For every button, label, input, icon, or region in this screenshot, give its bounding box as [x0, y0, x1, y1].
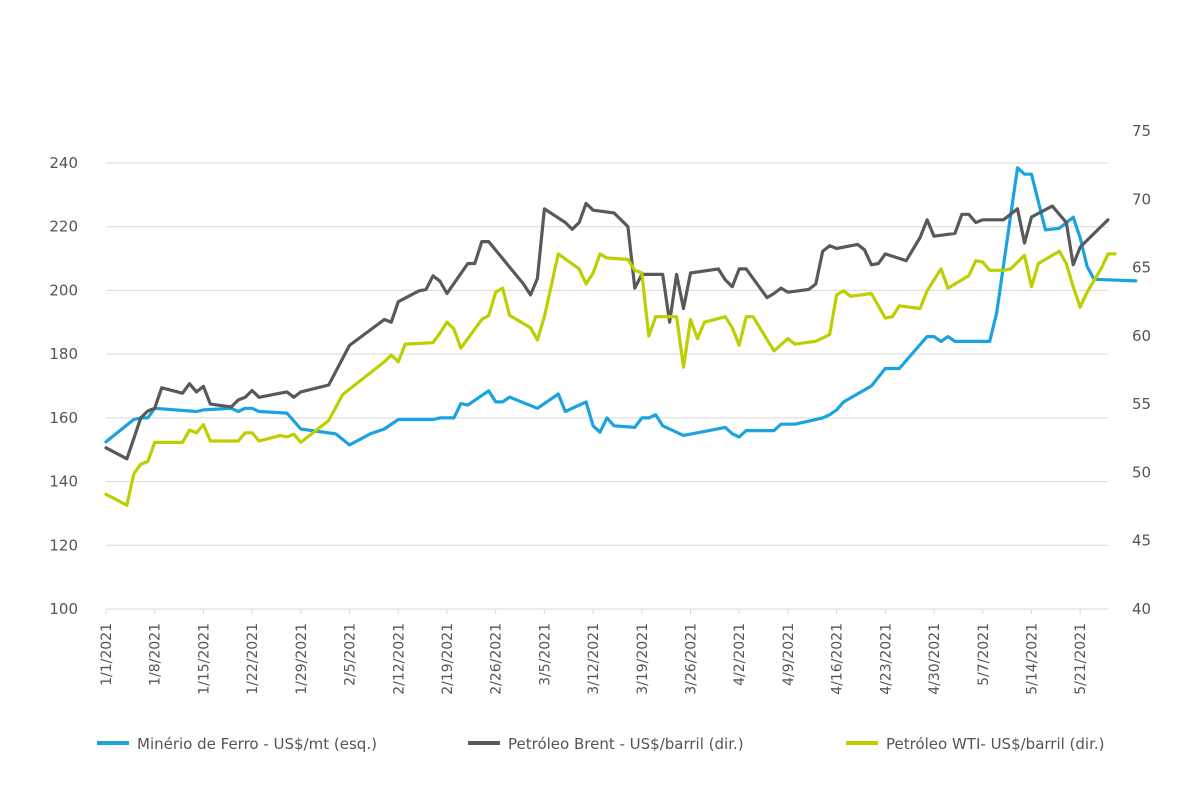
x-tick-label: 3/26/2021 — [684, 623, 700, 695]
y-right-tick-label: 55 — [1132, 395, 1151, 413]
series-line-3 — [104, 249, 1117, 507]
x-tick-label: 4/9/2021 — [781, 623, 797, 686]
y-left-tick-label: 100 — [49, 600, 78, 618]
x-tick-label: 1/22/2021 — [245, 623, 261, 695]
y-right-tick-label: 75 — [1132, 122, 1151, 140]
legend-label: Minério de Ferro - US$/mt (esq.) — [137, 735, 377, 753]
x-tick-label: 4/30/2021 — [927, 623, 943, 695]
y-left-tick-label: 200 — [49, 281, 78, 299]
y-left-tick-label: 140 — [49, 473, 78, 491]
x-tick-label: 5/21/2021 — [1073, 623, 1089, 695]
y-right-tick-label: 70 — [1132, 190, 1151, 208]
x-tick-label: 4/2/2021 — [732, 623, 748, 686]
x-tick-label: 4/23/2021 — [878, 623, 894, 695]
x-tick-label: 3/5/2021 — [537, 623, 553, 686]
x-tick-label: 1/15/2021 — [196, 623, 212, 695]
x-tick-label: 4/16/2021 — [830, 623, 846, 695]
y-right-tick-label: 50 — [1132, 463, 1151, 481]
y-right-tick-label: 60 — [1132, 327, 1151, 345]
series-line-2 — [104, 201, 1110, 461]
legend-label: Petróleo Brent - US$/barril (dir.) — [508, 735, 744, 753]
y-left-tick-label: 120 — [49, 536, 78, 554]
y-left-tick-label: 220 — [49, 218, 78, 236]
x-tick-label: 2/26/2021 — [489, 623, 505, 695]
x-tick-label: 2/12/2021 — [391, 623, 407, 695]
x-tick-label: 3/12/2021 — [586, 623, 602, 695]
x-tick-label: 1/8/2021 — [148, 623, 164, 686]
series-line-1 — [104, 166, 1138, 447]
y-left-tick-label: 160 — [49, 409, 78, 427]
y-right-tick-label: 40 — [1132, 600, 1151, 618]
x-tick-label: 3/19/2021 — [635, 623, 651, 695]
x-tick-label: 1/1/2021 — [99, 623, 115, 686]
x-tick-label: 1/29/2021 — [294, 623, 310, 695]
y-right-tick-label: 45 — [1132, 532, 1151, 550]
x-tick-label: 5/7/2021 — [976, 623, 992, 686]
x-tick-label: 2/19/2021 — [440, 623, 456, 695]
x-tick-label: 2/5/2021 — [343, 623, 359, 686]
y-left-tick-label: 180 — [49, 345, 78, 363]
x-tick-label: 5/14/2021 — [1024, 623, 1040, 695]
y-left-tick-label: 240 — [49, 154, 78, 172]
legend-label: Petróleo WTI- US$/barril (dir.) — [886, 735, 1105, 753]
y-right-tick-label: 65 — [1132, 259, 1151, 277]
